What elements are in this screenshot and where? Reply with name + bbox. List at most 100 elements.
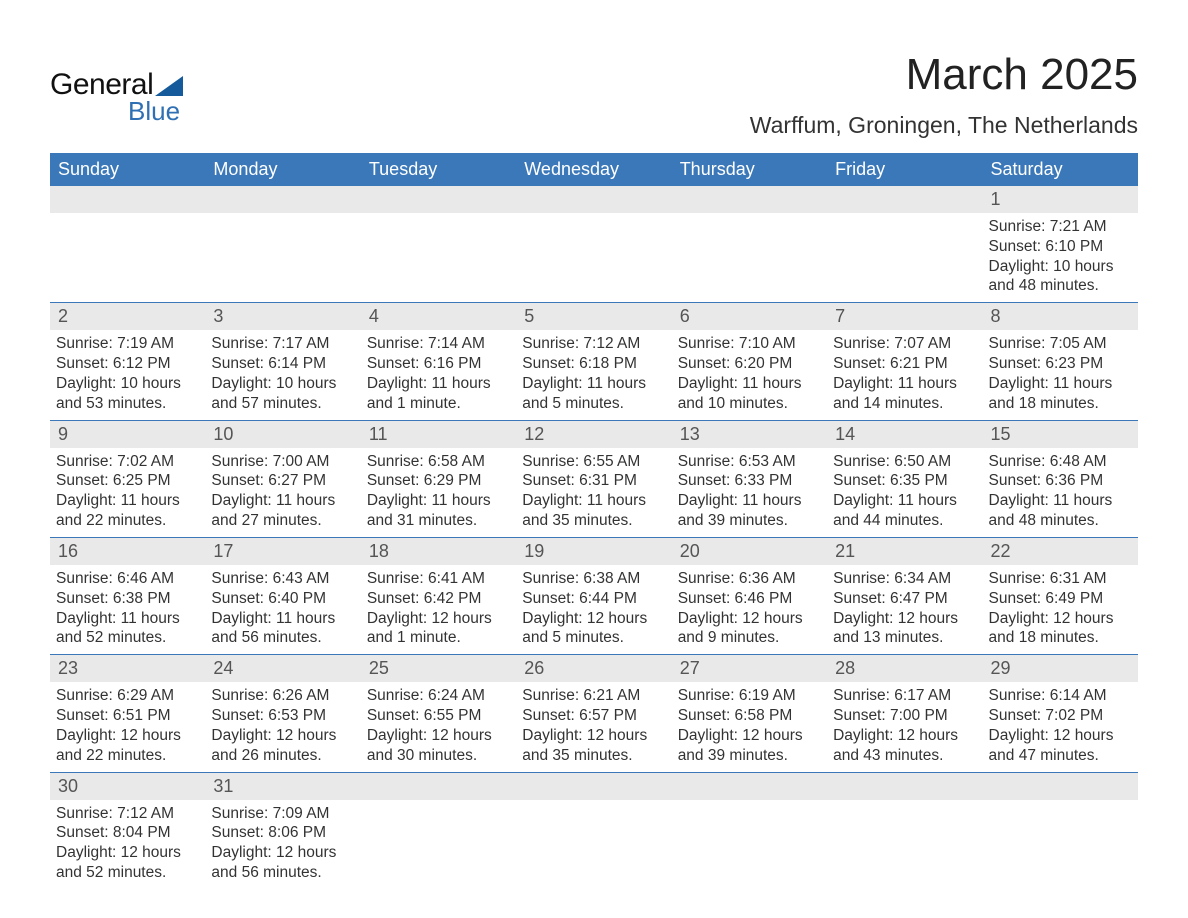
day-details: Sunrise: 6:26 AMSunset: 6:53 PMDaylight:…: [211, 686, 354, 765]
detail-line: Daylight: 11 hours: [989, 491, 1132, 511]
detail-line: Sunset: 6:12 PM: [56, 354, 199, 374]
day-number: 8: [983, 303, 1138, 330]
day-number: 16: [50, 538, 205, 565]
detail-line: Sunset: 6:36 PM: [989, 471, 1132, 491]
detail-line: Daylight: 12 hours: [989, 726, 1132, 746]
detail-line: Sunset: 6:25 PM: [56, 471, 199, 491]
detail-line: Sunrise: 7:14 AM: [367, 334, 510, 354]
day-header: Thursday: [672, 153, 827, 186]
detail-line: Sunset: 6:21 PM: [833, 354, 976, 374]
day-details: Sunrise: 6:46 AMSunset: 6:38 PMDaylight:…: [56, 569, 199, 648]
detail-line: and 44 minutes.: [833, 511, 976, 531]
day-cell: 21Sunrise: 6:34 AMSunset: 6:47 PMDayligh…: [827, 538, 982, 654]
day-cell: 20Sunrise: 6:36 AMSunset: 6:46 PMDayligh…: [672, 538, 827, 654]
day-number: 4: [361, 303, 516, 330]
detail-line: Daylight: 12 hours: [522, 726, 665, 746]
detail-line: Sunrise: 6:36 AM: [678, 569, 821, 589]
detail-line: Daylight: 11 hours: [211, 609, 354, 629]
day-cell: 17Sunrise: 6:43 AMSunset: 6:40 PMDayligh…: [205, 538, 360, 654]
detail-line: Sunset: 6:53 PM: [211, 706, 354, 726]
detail-line: Sunrise: 7:02 AM: [56, 452, 199, 472]
detail-line: Sunrise: 6:14 AM: [989, 686, 1132, 706]
day-details: Sunrise: 6:41 AMSunset: 6:42 PMDaylight:…: [367, 569, 510, 648]
day-number: [983, 773, 1138, 800]
day-details: Sunrise: 6:36 AMSunset: 6:46 PMDaylight:…: [678, 569, 821, 648]
detail-line: Sunset: 6:51 PM: [56, 706, 199, 726]
day-number: [672, 773, 827, 800]
day-number: 11: [361, 421, 516, 448]
empty-cell: [827, 773, 982, 889]
detail-line: Sunset: 6:16 PM: [367, 354, 510, 374]
day-header: Monday: [205, 153, 360, 186]
day-details: Sunrise: 6:19 AMSunset: 6:58 PMDaylight:…: [678, 686, 821, 765]
day-header: Saturday: [983, 153, 1138, 186]
detail-line: Daylight: 11 hours: [833, 374, 976, 394]
detail-line: and 48 minutes.: [989, 276, 1132, 296]
detail-line: and 56 minutes.: [211, 628, 354, 648]
detail-line: and 26 minutes.: [211, 746, 354, 766]
day-number: 19: [516, 538, 671, 565]
detail-line: Daylight: 12 hours: [367, 726, 510, 746]
day-number: [827, 773, 982, 800]
detail-line: Sunset: 6:49 PM: [989, 589, 1132, 609]
detail-line: Sunset: 6:57 PM: [522, 706, 665, 726]
weeks-container: 1Sunrise: 7:21 AMSunset: 6:10 PMDaylight…: [50, 186, 1138, 889]
detail-line: Sunrise: 6:50 AM: [833, 452, 976, 472]
day-cell: 29Sunrise: 6:14 AMSunset: 7:02 PMDayligh…: [983, 655, 1138, 771]
detail-line: and 10 minutes.: [678, 394, 821, 414]
detail-line: Daylight: 10 hours: [211, 374, 354, 394]
detail-line: and 35 minutes.: [522, 746, 665, 766]
detail-line: Daylight: 12 hours: [833, 609, 976, 629]
day-cell: 14Sunrise: 6:50 AMSunset: 6:35 PMDayligh…: [827, 421, 982, 537]
detail-line: Daylight: 11 hours: [56, 609, 199, 629]
detail-line: Daylight: 11 hours: [678, 374, 821, 394]
detail-line: Sunset: 6:14 PM: [211, 354, 354, 374]
day-cell: 3Sunrise: 7:17 AMSunset: 6:14 PMDaylight…: [205, 303, 360, 419]
detail-line: Daylight: 11 hours: [522, 374, 665, 394]
day-details: Sunrise: 6:24 AMSunset: 6:55 PMDaylight:…: [367, 686, 510, 765]
day-number: 18: [361, 538, 516, 565]
month-title: March 2025: [750, 50, 1138, 100]
day-cell: 19Sunrise: 6:38 AMSunset: 6:44 PMDayligh…: [516, 538, 671, 654]
detail-line: Daylight: 12 hours: [833, 726, 976, 746]
detail-line: Daylight: 11 hours: [367, 491, 510, 511]
detail-line: Sunrise: 7:05 AM: [989, 334, 1132, 354]
detail-line: Daylight: 11 hours: [211, 491, 354, 511]
week-row: 30Sunrise: 7:12 AMSunset: 8:04 PMDayligh…: [50, 772, 1138, 889]
detail-line: Sunset: 6:42 PM: [367, 589, 510, 609]
detail-line: Daylight: 11 hours: [678, 491, 821, 511]
day-details: Sunrise: 7:14 AMSunset: 6:16 PMDaylight:…: [367, 334, 510, 413]
day-number: 13: [672, 421, 827, 448]
day-cell: 16 Sunrise: 6:46 AMSunset: 6:38 PMDayligh…: [50, 538, 205, 654]
empty-cell: [827, 186, 982, 302]
day-number: 1: [983, 186, 1138, 213]
day-details: Sunrise: 7:00 AMSunset: 6:27 PMDaylight:…: [211, 452, 354, 531]
detail-line: Daylight: 10 hours: [56, 374, 199, 394]
day-cell: 26Sunrise: 6:21 AMSunset: 6:57 PMDayligh…: [516, 655, 671, 771]
detail-line: Daylight: 11 hours: [56, 491, 199, 511]
empty-cell: [361, 773, 516, 889]
day-details: Sunrise: 6:55 AMSunset: 6:31 PMDaylight:…: [522, 452, 665, 531]
detail-line: Sunrise: 6:17 AM: [833, 686, 976, 706]
detail-line: Sunrise: 6:34 AM: [833, 569, 976, 589]
day-details: Sunrise: 7:07 AMSunset: 6:21 PMDaylight:…: [833, 334, 976, 413]
detail-line: Daylight: 12 hours: [56, 726, 199, 746]
day-number: 9: [50, 421, 205, 448]
detail-line: and 22 minutes.: [56, 746, 199, 766]
day-details: Sunrise: 7:09 AMSunset: 8:06 PMDaylight:…: [211, 804, 354, 883]
day-details: Sunrise: 7:10 AMSunset: 6:20 PMDaylight:…: [678, 334, 821, 413]
detail-line: Sunrise: 7:17 AM: [211, 334, 354, 354]
detail-line: and 30 minutes.: [367, 746, 510, 766]
detail-line: and 52 minutes.: [56, 628, 199, 648]
detail-line: Sunset: 8:06 PM: [211, 823, 354, 843]
day-number: [827, 186, 982, 213]
day-details: Sunrise: 6:29 AMSunset: 6:51 PMDaylight:…: [56, 686, 199, 765]
detail-line: Daylight: 12 hours: [678, 609, 821, 629]
location-text: Warffum, Groningen, The Netherlands: [750, 112, 1138, 139]
detail-line: Sunset: 6:10 PM: [989, 237, 1132, 257]
detail-line: and 52 minutes.: [56, 863, 199, 883]
empty-cell: [516, 773, 671, 889]
day-details: Sunrise: 6:43 AMSunset: 6:40 PMDaylight:…: [211, 569, 354, 648]
day-number: 23: [50, 655, 205, 682]
day-number: 25: [361, 655, 516, 682]
